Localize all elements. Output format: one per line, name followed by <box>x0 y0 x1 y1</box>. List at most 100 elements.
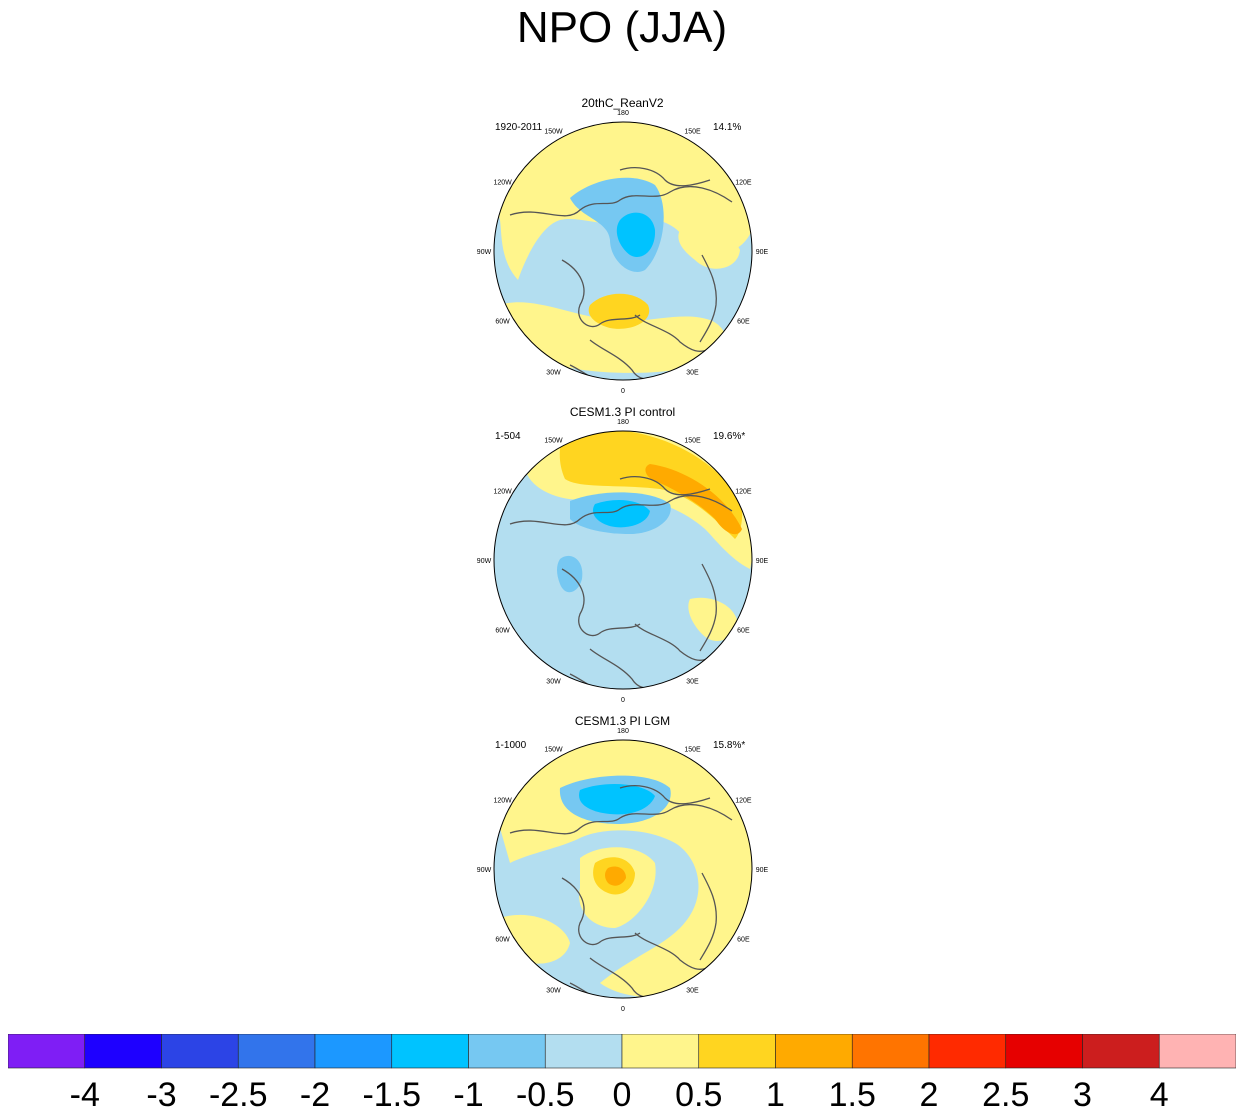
coastline <box>561 877 641 946</box>
colorbar-swatch <box>621 1034 700 1069</box>
longitude-label: 120W <box>493 180 512 187</box>
longitude-label: 30E <box>686 987 699 994</box>
colorbar-tick-label: -1 <box>453 1076 484 1114</box>
longitude-label: 90W <box>477 249 492 256</box>
longitude-label: 120E <box>735 798 752 805</box>
colorbar-tick-label: -2 <box>299 1076 331 1114</box>
colorbar-tick-label: 1.5 <box>828 1076 876 1114</box>
coastline <box>619 476 711 496</box>
colorbar-tick-label: 2.5 <box>982 1076 1030 1114</box>
longitude-label: 90E <box>756 249 769 256</box>
contour-region <box>500 302 726 373</box>
figure-title: NPO (JJA) <box>516 3 728 52</box>
map-border <box>493 430 753 690</box>
polar-map: 180 150E 120E 90E 60E 30E 0 30W 60W 90W 120W 150W <box>477 419 769 704</box>
panel-variance: 14.1% <box>713 122 742 133</box>
longitude-label: 60W <box>495 628 510 635</box>
longitude-label: 120W <box>493 798 512 805</box>
contour-region <box>588 293 650 329</box>
coastline <box>619 167 711 187</box>
colorbar-swatch <box>8 1034 86 1069</box>
longitude-label: 60W <box>495 937 510 944</box>
colorbar-swatch <box>468 1034 546 1069</box>
contour-region <box>616 212 656 258</box>
longitude-label: 150E <box>684 747 701 754</box>
coastline <box>634 932 711 970</box>
contour-region <box>592 499 650 528</box>
longitude-label: 90E <box>756 867 769 874</box>
contour-region <box>678 225 740 269</box>
longitude-label: 60E <box>737 319 750 326</box>
colorbar-tick-label: -1.5 <box>362 1076 422 1114</box>
longitude-label: 0 <box>621 1006 625 1013</box>
longitude-label: 0 <box>621 388 625 395</box>
colorbar-tick-label: -3 <box>146 1076 177 1114</box>
longitude-label: 120W <box>493 489 512 496</box>
panel-period: 1-1000 <box>495 740 527 751</box>
colorbar-tick-label: 2 <box>919 1076 939 1114</box>
colorbar-tick-label: 1 <box>766 1076 785 1114</box>
coastline <box>634 314 711 352</box>
longitude-label: 180 <box>617 419 629 426</box>
map-border <box>493 121 753 381</box>
colorbar-swatch <box>775 1034 853 1069</box>
map-field <box>494 431 752 689</box>
coastline <box>509 494 733 526</box>
longitude-label: 150W <box>544 129 563 136</box>
colorbar-swatch <box>928 1034 1007 1069</box>
contour-region <box>688 597 738 642</box>
colorbar-swatch <box>1005 1034 1083 1069</box>
colorbar: -4 -3 -2.5 -2 -1.5 -1 -0.5 0 0.5 1 1.5 2 2.5 3 4 <box>8 1034 1236 1114</box>
panel-variance: 15.8%* <box>713 740 746 751</box>
panel-title: CESM1.3 PI control <box>569 405 676 419</box>
map-field <box>494 122 752 380</box>
longitude-label: 180 <box>617 110 629 117</box>
colorbar-tick-label: 0.5 <box>675 1076 723 1114</box>
panel-title: CESM1.3 PI LGM <box>574 714 671 728</box>
polar-map: 180 150E 120E 90E 60E 30E 0 30W 60W 90W 120W 150W <box>477 728 769 1013</box>
coastline <box>699 254 717 343</box>
panel-period: 1-504 <box>495 431 521 442</box>
coastline <box>619 785 711 805</box>
panel-variance: 19.6%* <box>713 431 746 442</box>
longitude-label: 90W <box>477 867 492 874</box>
longitude-label: 30W <box>546 369 561 376</box>
coastline <box>509 803 733 835</box>
colorbar-swatch <box>544 1034 623 1069</box>
colorbar-swatch <box>1082 1034 1160 1069</box>
map-panel-pi-control: CESM1.3 PI control 1-504 19.6%* 180 150E 1… <box>470 405 775 704</box>
panel-period: 1920-2011 <box>495 122 543 133</box>
contour-region <box>579 784 655 815</box>
coastline <box>509 185 733 217</box>
coastline <box>561 568 641 637</box>
longitude-label: 60E <box>737 628 750 635</box>
longitude-label: 30W <box>546 987 561 994</box>
colorbar-swatch <box>1158 1034 1236 1069</box>
longitude-label: 120E <box>735 180 752 187</box>
colorbar-swatch <box>161 1034 239 1069</box>
colorbar-tick-label: 0 <box>612 1076 632 1114</box>
contour-region <box>559 431 743 539</box>
colorbar-swatch <box>851 1034 930 1069</box>
longitude-label: 90W <box>477 558 492 565</box>
colorbar-swatches <box>8 1034 1236 1069</box>
coastline <box>699 563 717 652</box>
coastlines <box>509 476 733 689</box>
map-border <box>493 739 753 999</box>
colorbar-tick-label: 3 <box>1073 1076 1092 1114</box>
coastline <box>699 872 717 961</box>
coastline <box>634 623 711 661</box>
colorbar-tick-label: -2.5 <box>208 1076 268 1114</box>
colorbar-swatch <box>391 1034 469 1069</box>
longitude-label: 150W <box>544 747 563 754</box>
map-field <box>494 740 752 998</box>
coastline <box>561 259 641 328</box>
longitude-label: 180 <box>617 728 629 735</box>
contour-region <box>605 866 626 886</box>
longitude-label: 60W <box>495 319 510 326</box>
longitude-label: 30E <box>686 369 699 376</box>
contour-region <box>645 464 742 535</box>
longitude-label: 150E <box>684 438 701 445</box>
panel-title: 20thC_ReanV2 <box>581 96 664 110</box>
longitude-label: 30W <box>546 678 561 685</box>
